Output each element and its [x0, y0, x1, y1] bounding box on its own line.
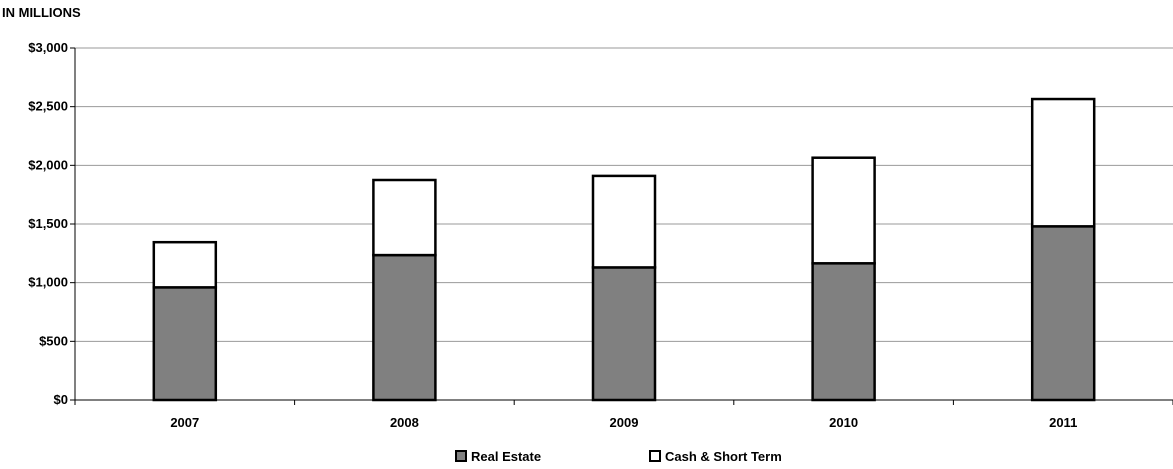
y-tick-label: $1,500	[28, 216, 68, 231]
x-tick-label: 2007	[170, 415, 199, 430]
legend-swatch	[455, 450, 467, 462]
y-tick-label: $0	[54, 392, 68, 407]
y-tick-label: $500	[39, 333, 68, 348]
x-tick-label: 2010	[829, 415, 858, 430]
bar-cash-short-term-2008	[372, 178, 437, 257]
y-tick-label: $1,000	[28, 275, 68, 290]
bars	[152, 97, 1096, 402]
bar-cash-short-term-2007	[152, 240, 218, 289]
bar-cash-short-term-2009	[591, 174, 657, 269]
bar-real-estate-2011	[1030, 225, 1096, 402]
x-tick-label: 2008	[390, 415, 419, 430]
bar-real-estate-2007	[152, 286, 218, 402]
bar-cash-short-term-2011	[1030, 97, 1096, 228]
legend-label: Real Estate	[471, 449, 541, 464]
x-tick-label: 2009	[610, 415, 639, 430]
unit-label: IN MILLIONS	[2, 5, 81, 20]
y-tick-label: $2,500	[28, 99, 68, 114]
bar-real-estate-2009	[591, 266, 657, 402]
x-axis-tick-labels: 2007 2008 2009 2010 2011	[170, 415, 1077, 430]
y-axis-tick-labels: $0 $500 $1,000 $1,500 $2,000 $2,500 $3,000	[28, 40, 68, 407]
legend-swatch	[649, 450, 661, 462]
y-tick-label: $3,000	[28, 40, 68, 55]
x-tick-label: 2011	[1049, 415, 1077, 430]
axes	[74, 48, 1173, 405]
legend-label: Cash & Short Term	[665, 449, 782, 464]
legend: Real Estate Cash & Short Term	[455, 449, 782, 464]
bar-real-estate-2008	[372, 253, 437, 402]
bar-cash-short-term-2010	[811, 156, 876, 265]
bar-real-estate-2010	[811, 262, 876, 402]
y-tick-label: $2,000	[28, 157, 68, 172]
